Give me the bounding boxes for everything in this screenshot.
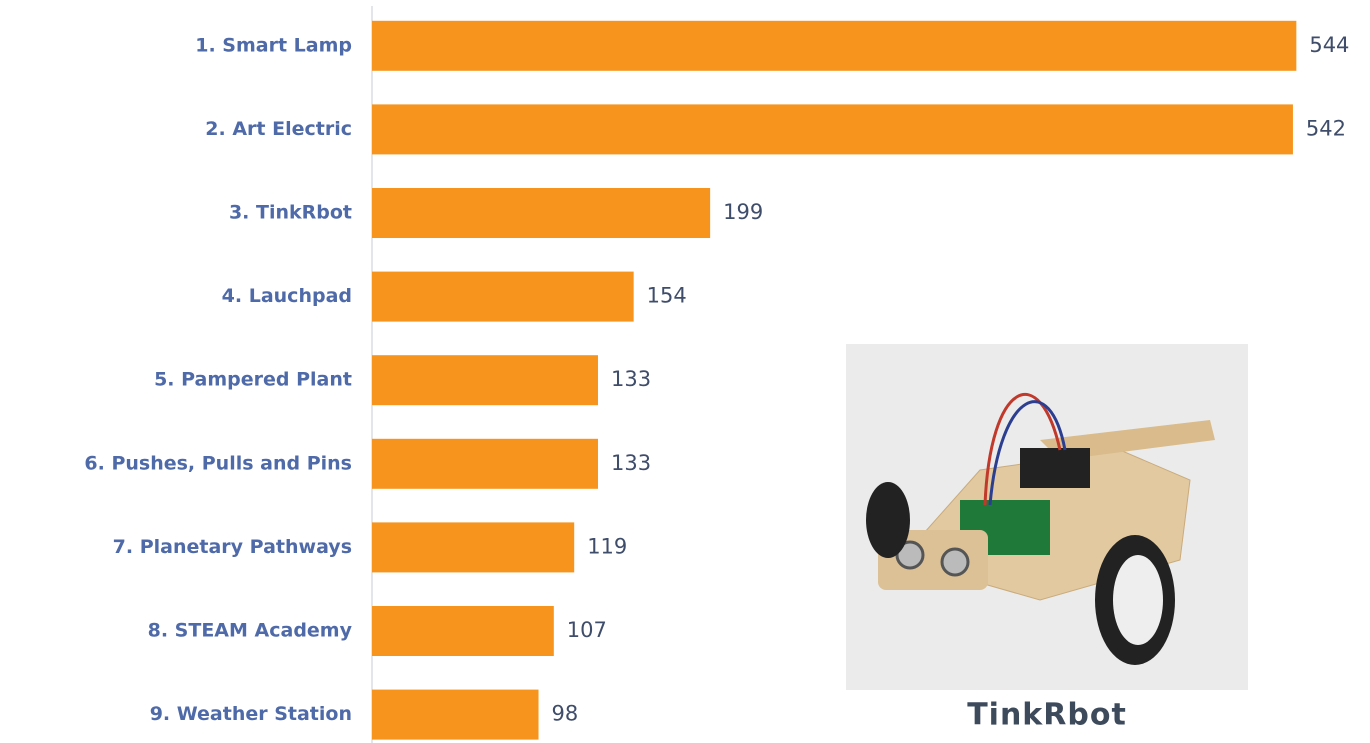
bar — [372, 104, 1293, 155]
category-label: 3. TinkRbot — [229, 202, 352, 224]
bar — [372, 271, 634, 322]
bar — [372, 689, 539, 740]
value-label: 119 — [587, 534, 627, 558]
value-label: 133 — [611, 451, 651, 475]
bar — [372, 606, 554, 656]
bar — [372, 188, 711, 238]
value-label: 98 — [552, 702, 579, 726]
value-label: 107 — [567, 618, 607, 642]
category-label: 9. Weather Station — [150, 703, 352, 725]
bar — [372, 355, 598, 406]
value-label: 154 — [647, 284, 687, 308]
value-label: 199 — [723, 200, 763, 224]
bar — [372, 522, 575, 573]
category-label: 4. Lauchpad — [222, 285, 352, 307]
category-label: 5. Pampered Plant — [154, 369, 352, 391]
category-label: 1. Smart Lamp — [195, 34, 352, 56]
image-caption: TinkRbot — [967, 698, 1127, 733]
category-label: 7. Planetary Pathways — [113, 536, 352, 558]
value-label: 542 — [1306, 116, 1346, 140]
value-label: 544 — [1309, 33, 1349, 57]
bar — [372, 438, 598, 489]
category-label: 6. Pushes, Pulls and Pins — [84, 452, 352, 474]
product-photo — [846, 344, 1248, 690]
value-label: 133 — [611, 367, 651, 391]
category-label: 8. STEAM Academy — [148, 620, 353, 642]
bar — [372, 20, 1297, 71]
category-label: 2. Art Electric — [205, 118, 352, 140]
